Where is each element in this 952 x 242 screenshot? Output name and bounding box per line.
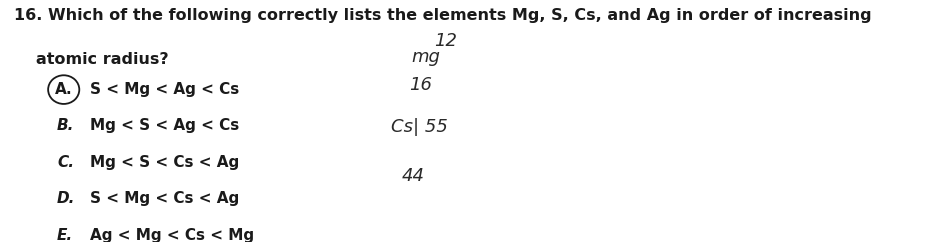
Text: S < Mg < Cs < Ag: S < Mg < Cs < Ag bbox=[89, 191, 239, 206]
Text: E.: E. bbox=[57, 228, 73, 242]
Text: 44: 44 bbox=[401, 166, 425, 185]
Text: 16. Which of the following correctly lists the elements Mg, S, Cs, and Ag in ord: 16. Which of the following correctly lis… bbox=[13, 8, 870, 23]
Text: Ag < Mg < Cs < Mg: Ag < Mg < Cs < Mg bbox=[89, 228, 254, 242]
Text: atomic radius?: atomic radius? bbox=[36, 52, 169, 67]
Text: 16: 16 bbox=[408, 76, 431, 94]
Text: mg: mg bbox=[411, 47, 440, 66]
Text: Mg < S < Ag < Cs: Mg < S < Ag < Cs bbox=[89, 119, 239, 134]
Text: Cs| 55: Cs| 55 bbox=[390, 118, 447, 136]
Text: B.: B. bbox=[57, 119, 74, 134]
Text: Mg < S < Cs < Ag: Mg < S < Cs < Ag bbox=[89, 155, 239, 170]
Text: D.: D. bbox=[57, 191, 75, 206]
Text: S < Mg < Ag < Cs: S < Mg < Ag < Cs bbox=[89, 82, 239, 97]
Text: C.: C. bbox=[57, 155, 74, 170]
Text: A.: A. bbox=[55, 82, 72, 97]
Text: 12: 12 bbox=[434, 32, 457, 50]
